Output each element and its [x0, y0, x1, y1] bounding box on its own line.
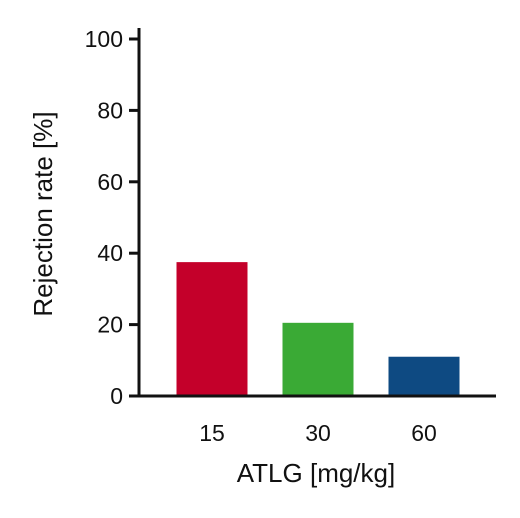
y-tick-label: 60 [97, 169, 123, 195]
x-tick-label: 15 [199, 420, 225, 446]
bar-15 [176, 262, 248, 396]
y-tick-label: 20 [97, 312, 123, 338]
y-axis-title: Rejection rate [%] [28, 111, 58, 316]
bars-group [176, 262, 460, 396]
x-axis-title: ATLG [mg/kg] [237, 458, 395, 488]
bar-30 [282, 322, 354, 396]
y-tick-label: 100 [85, 26, 123, 52]
bar-60 [388, 356, 460, 396]
y-tick-label: 80 [97, 97, 123, 123]
y-axis-ticks: 0 20 40 60 80 100 [85, 26, 139, 409]
y-tick-label: 0 [110, 383, 123, 409]
x-tick-label: 60 [411, 420, 437, 446]
x-axis-ticks: 15 30 60 [199, 420, 437, 446]
x-tick-label: 30 [305, 420, 331, 446]
y-tick-label: 40 [97, 240, 123, 266]
